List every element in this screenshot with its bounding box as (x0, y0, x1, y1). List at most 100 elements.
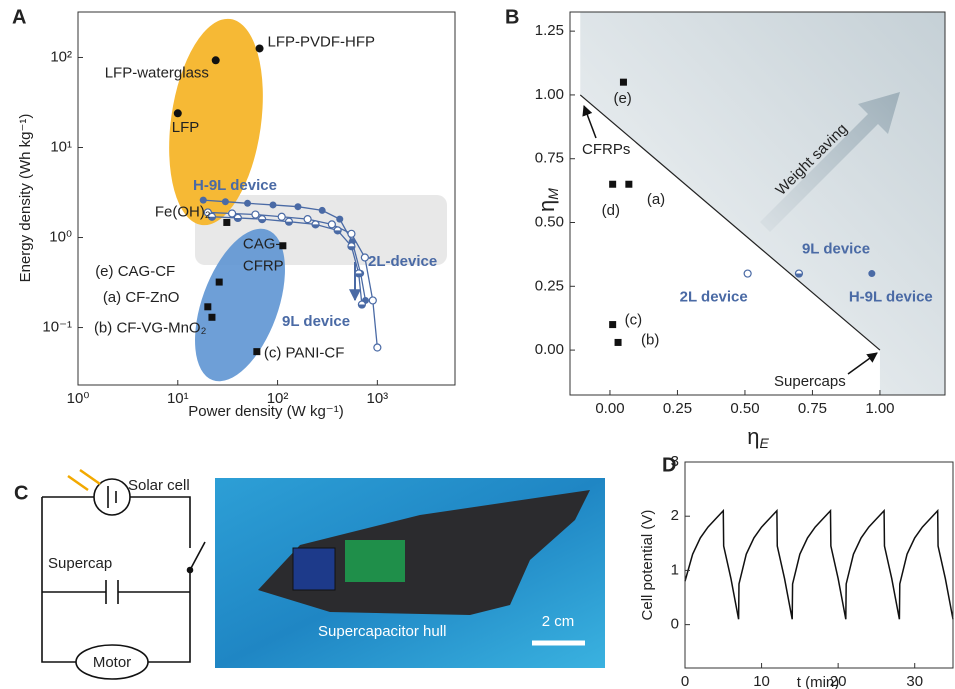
x-tick-label: 0.00 (595, 400, 624, 417)
axis-title: ηM (534, 188, 561, 212)
panel-label: A (12, 6, 26, 28)
x-tick-label: 0 (681, 673, 689, 689)
y-tick-label: 10⁰ (49, 228, 72, 245)
x-tick-label: 0.50 (730, 400, 759, 417)
point (233, 213, 242, 223)
point (279, 242, 287, 250)
x-tick-label: 1.00 (865, 400, 894, 417)
point (204, 303, 212, 311)
point-half (285, 221, 293, 226)
point-label: CFRP (243, 258, 284, 275)
line (684, 508, 954, 620)
point-label: (a) CF-ZnO (103, 289, 180, 306)
axis-title: Power density (W kg⁻¹) (188, 403, 343, 420)
point (336, 215, 344, 223)
hull (258, 490, 590, 615)
point (303, 215, 312, 224)
point (368, 296, 377, 305)
plot-frame (684, 461, 954, 669)
point-label: (a) (647, 191, 665, 208)
point (360, 253, 369, 262)
cell-plates (107, 486, 117, 508)
point (269, 201, 277, 209)
point-label: LFP-waterglass (105, 64, 209, 81)
point-label: Fe(OH)₂ (155, 203, 211, 220)
point-label: H-9L device (849, 289, 933, 306)
point (327, 220, 336, 229)
point (354, 269, 363, 278)
circuit-board (345, 540, 405, 582)
circuit-label: Solar cell (128, 477, 190, 494)
y-tick-label: 2 (671, 507, 679, 524)
x-tick-label: 10¹ (167, 390, 189, 407)
region-ellipse (169, 18, 263, 226)
y-tick-label: 10² (50, 48, 72, 65)
point-half (355, 273, 363, 277)
point (609, 180, 617, 188)
photo-caption: Supercapacitor hull (318, 623, 446, 640)
shaded-region (580, 12, 945, 395)
point-label: (d) (602, 202, 620, 219)
circuit (41, 468, 206, 680)
point (199, 196, 207, 204)
series-label: H-9L device (193, 177, 277, 194)
point-label: (b) CF-VG-MnO₂ (94, 319, 207, 336)
region-ellipse (195, 228, 285, 382)
point (173, 109, 182, 118)
x-tick-label: 10⁰ (67, 390, 90, 407)
point-half (312, 224, 320, 228)
y-tick-label: 0.00 (535, 341, 564, 358)
axis-subscript: M (545, 188, 561, 200)
point (207, 212, 217, 221)
panel-label: C (14, 482, 28, 504)
axis-title: Cell potential (V) (639, 510, 656, 621)
point-label: (b) (641, 331, 659, 348)
point (373, 343, 382, 352)
point (215, 278, 223, 286)
point (357, 300, 366, 309)
point (333, 226, 342, 235)
point (284, 217, 294, 226)
point (255, 44, 264, 53)
point (318, 206, 326, 214)
point-half (208, 216, 216, 221)
x-tick-label: 0.75 (798, 400, 827, 417)
y-tick-label: 1 (671, 561, 679, 578)
y-tick-label: 0 (671, 616, 679, 633)
annotation-arrow (582, 105, 597, 139)
x-tick-label: 30 (906, 673, 923, 689)
capacitor (105, 580, 119, 604)
y-tick-label: 0.50 (535, 213, 564, 230)
scale-label: 2 cm (542, 613, 575, 630)
x-tick-label: 0.25 (663, 400, 692, 417)
x-tick-label: 20 (830, 673, 847, 689)
point-label: (c) (625, 312, 643, 329)
point (619, 78, 627, 86)
point-half (795, 273, 803, 278)
photo (215, 478, 605, 668)
series-label: 9L device (282, 313, 350, 330)
point-half (258, 219, 266, 223)
plot-frame (77, 11, 456, 386)
light-rays (67, 468, 101, 492)
series-label: 2L-device (368, 253, 437, 270)
point (311, 220, 320, 229)
x-tick-label: 10² (267, 390, 289, 407)
axis-subscript: E (759, 435, 769, 451)
curve (207, 211, 378, 348)
point (227, 209, 237, 218)
point (609, 321, 617, 329)
solar-panel (292, 547, 336, 591)
point-label: (c) PANI-CF (264, 345, 345, 362)
point-half (347, 246, 355, 250)
y-tick-label: 1.00 (535, 86, 564, 103)
y-tick-label: 1.25 (535, 22, 564, 39)
annotation: CFRPs (582, 141, 630, 158)
y-tick-label: 10⁻¹ (42, 319, 72, 336)
plot-frame (569, 11, 946, 396)
point-label: LFP-PVDF-HFP (268, 33, 376, 50)
point (347, 229, 356, 238)
point (868, 270, 876, 278)
